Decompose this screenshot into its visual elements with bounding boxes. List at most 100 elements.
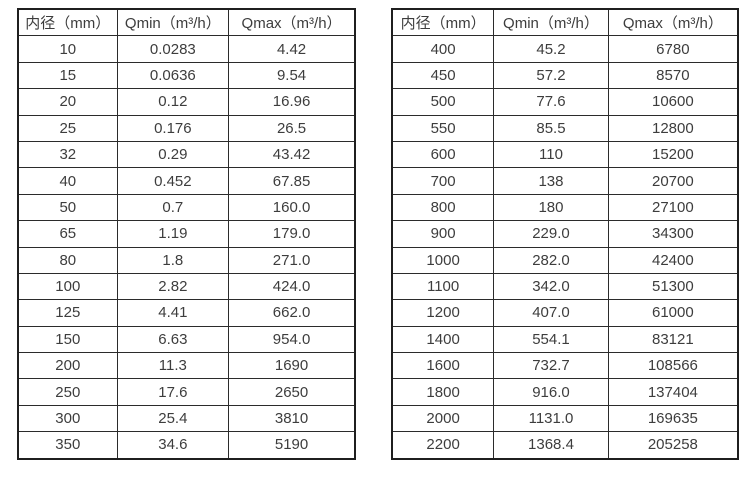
table-row: 2200 1368.4 205258	[391, 431, 739, 460]
qmin-cell: 554.1	[493, 325, 609, 354]
qmin-cell: 1131.0	[493, 404, 609, 433]
qmax-cell: 34300	[607, 220, 739, 248]
diameter-cell: 550	[391, 114, 495, 142]
table-row: 15 0.0636 9.54	[17, 61, 356, 90]
qmin-cell: 6.63	[116, 325, 230, 354]
qmin-cell: 1368.4	[493, 431, 609, 460]
qmax-cell: 6780	[607, 35, 739, 63]
diameter-cell: 50	[17, 193, 118, 222]
column-header-qmin: Qmin（m³/h）	[493, 8, 609, 37]
qmin-cell: 85.5	[493, 114, 609, 142]
column-header-qmin: Qmin（m³/h）	[116, 8, 230, 37]
table-row: 150 6.63 954.0	[17, 325, 356, 354]
qmin-cell: 4.41	[116, 299, 230, 327]
diameter-cell: 450	[391, 61, 495, 90]
table-row: 2000 1131.0 169635	[391, 404, 739, 433]
table-row: 600 110 15200	[391, 140, 739, 169]
qmax-cell: 61000	[607, 299, 739, 327]
diameter-cell: 1400	[391, 325, 495, 354]
diameter-cell: 10	[17, 35, 118, 63]
column-header-qmax: Qmax（m³/h）	[607, 8, 739, 37]
qmax-cell: 27100	[607, 193, 739, 222]
qmax-cell: 4.42	[228, 35, 356, 63]
qmax-cell: 169635	[607, 404, 739, 433]
qmax-cell: 205258	[607, 431, 739, 460]
table-row: 40 0.452 67.85	[17, 167, 356, 195]
table-row: 125 4.41 662.0	[17, 299, 356, 327]
qmax-cell: 424.0	[228, 272, 356, 301]
qmax-cell: 42400	[607, 246, 739, 274]
qmin-cell: 0.452	[116, 167, 230, 195]
qmax-cell: 20700	[607, 167, 739, 195]
table-row: 1400 554.1 83121	[391, 325, 739, 354]
diameter-cell: 1200	[391, 299, 495, 327]
qmin-cell: 57.2	[493, 61, 609, 90]
table-row: 700 138 20700	[391, 167, 739, 195]
table-row: 800 180 27100	[391, 193, 739, 222]
flow-spec-table-large-diameters: 内径（mm） Qmin（m³/h） Qmax（m³/h） 400 45.2 6780…	[391, 8, 739, 460]
qmax-cell: 83121	[607, 325, 739, 354]
diameter-cell: 65	[17, 220, 118, 248]
qmin-cell: 229.0	[493, 220, 609, 248]
qmin-cell: 282.0	[493, 246, 609, 274]
qmin-cell: 1.8	[116, 246, 230, 274]
table-row: 32 0.29 43.42	[17, 140, 356, 169]
qmin-cell: 1.19	[116, 220, 230, 248]
table-row: 200 11.3 1690	[17, 352, 356, 380]
diameter-cell: 1100	[391, 272, 495, 301]
table-row: 1600 732.7 108566	[391, 352, 739, 380]
qmin-cell: 180	[493, 193, 609, 222]
qmin-cell: 0.7	[116, 193, 230, 222]
qmin-cell: 17.6	[116, 378, 230, 406]
qmax-cell: 67.85	[228, 167, 356, 195]
qmax-cell: 108566	[607, 352, 739, 380]
qmin-cell: 0.176	[116, 114, 230, 142]
table-row: 500 77.6 10600	[391, 88, 739, 116]
table-row: 350 34.6 5190	[17, 431, 356, 460]
table-row: 100 2.82 424.0	[17, 272, 356, 301]
qmin-cell: 0.0283	[116, 35, 230, 63]
qmax-cell: 10600	[607, 88, 739, 116]
qmin-cell: 0.12	[116, 88, 230, 116]
table-header-row: 内径（mm） Qmin（m³/h） Qmax（m³/h）	[391, 8, 739, 37]
diameter-cell: 1800	[391, 378, 495, 406]
table-row: 1000 282.0 42400	[391, 246, 739, 274]
column-header-qmax: Qmax（m³/h）	[228, 8, 356, 37]
table-row: 250 17.6 2650	[17, 378, 356, 406]
qmin-cell: 11.3	[116, 352, 230, 380]
diameter-cell: 800	[391, 193, 495, 222]
qmax-cell: 179.0	[228, 220, 356, 248]
qmin-cell: 0.29	[116, 140, 230, 169]
diameter-cell: 100	[17, 272, 118, 301]
table-row: 450 57.2 8570	[391, 61, 739, 90]
qmin-cell: 732.7	[493, 352, 609, 380]
qmin-cell: 110	[493, 140, 609, 169]
table-body: 400 45.2 6780 450 57.2 8570 500 77.6 10600 550 85.…	[391, 35, 739, 460]
diameter-cell: 20	[17, 88, 118, 116]
diameter-cell: 500	[391, 88, 495, 116]
qmax-cell: 160.0	[228, 193, 356, 222]
diameter-cell: 200	[17, 352, 118, 380]
qmin-cell: 342.0	[493, 272, 609, 301]
qmin-cell: 138	[493, 167, 609, 195]
qmax-cell: 9.54	[228, 61, 356, 90]
diameter-cell: 150	[17, 325, 118, 354]
diameter-cell: 1000	[391, 246, 495, 274]
diameter-cell: 700	[391, 167, 495, 195]
diameter-cell: 350	[17, 431, 118, 460]
qmax-cell: 662.0	[228, 299, 356, 327]
diameter-cell: 300	[17, 404, 118, 433]
diameter-cell: 2200	[391, 431, 495, 460]
diameter-cell: 600	[391, 140, 495, 169]
diameter-cell: 2000	[391, 404, 495, 433]
diameter-cell: 400	[391, 35, 495, 63]
diameter-cell: 15	[17, 61, 118, 90]
diameter-cell: 1600	[391, 352, 495, 380]
diameter-cell: 900	[391, 220, 495, 248]
table-row: 1800 916.0 137404	[391, 378, 739, 406]
table-row: 20 0.12 16.96	[17, 88, 356, 116]
diameter-cell: 125	[17, 299, 118, 327]
table-row: 900 229.0 34300	[391, 220, 739, 248]
qmin-cell: 0.0636	[116, 61, 230, 90]
qmax-cell: 2650	[228, 378, 356, 406]
